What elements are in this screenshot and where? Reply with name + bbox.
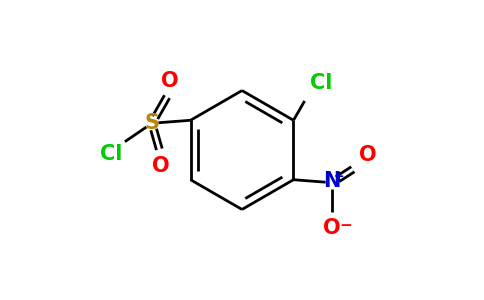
Text: O: O — [152, 156, 169, 176]
Text: O: O — [161, 70, 179, 91]
Text: S: S — [144, 113, 159, 133]
Text: +: + — [333, 170, 344, 183]
Text: O: O — [359, 145, 377, 165]
Text: −: − — [340, 218, 352, 233]
Text: Cl: Cl — [310, 73, 332, 93]
Text: O: O — [323, 218, 341, 239]
Text: N: N — [323, 171, 341, 191]
Text: Cl: Cl — [100, 144, 122, 164]
